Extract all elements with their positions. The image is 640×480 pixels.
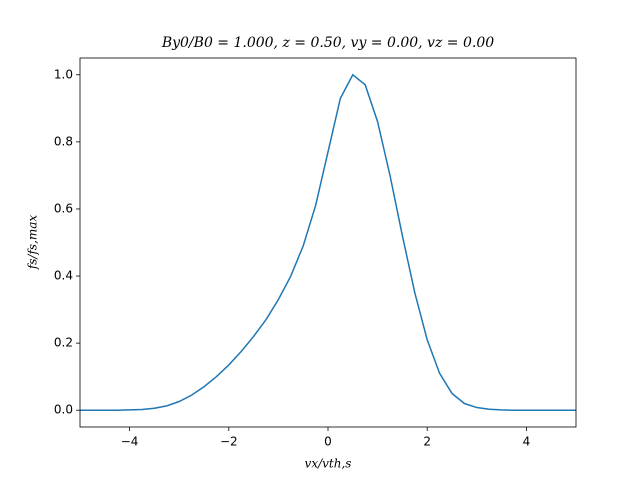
x-tick-label: 0 <box>324 435 332 449</box>
y-tick-label: 0.2 <box>54 336 73 350</box>
x-tick-label: 2 <box>423 435 431 449</box>
plot-frame <box>79 57 577 428</box>
x-tick-label: 4 <box>523 435 531 449</box>
x-tick-label: −2 <box>220 435 238 449</box>
x-axis-label: vx/vth,s <box>305 457 352 471</box>
y-tick-label: 1.0 <box>54 67 73 81</box>
chart-title: By0/B0 = 1.000, z = 0.50, vy = 0.00, vz … <box>161 35 494 51</box>
x-tick-label: −4 <box>121 435 139 449</box>
y-tick-label: 0.6 <box>54 201 73 215</box>
data-line <box>80 73 576 411</box>
y-tick-label: 0.4 <box>54 269 73 283</box>
y-tick-label: 0.8 <box>54 134 73 148</box>
y-tick-label: 0.0 <box>54 403 73 417</box>
y-axis-label: fs/fs,max <box>26 215 40 271</box>
